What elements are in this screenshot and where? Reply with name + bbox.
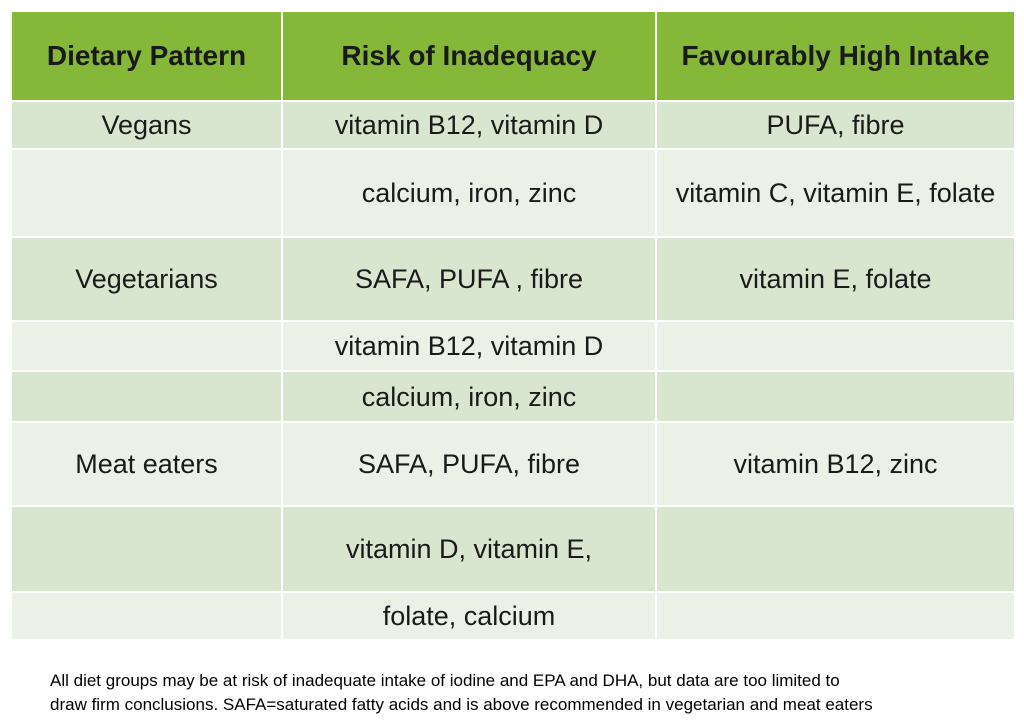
cell-risk: calcium, iron, zinc xyxy=(281,370,657,423)
table-row: Vegans vitamin B12, vitamin D PUFA, fibr… xyxy=(10,100,1016,150)
cell-risk: vitamin D, vitamin E, xyxy=(281,505,657,593)
header-risk-of-inadequacy: Risk of Inadequacy xyxy=(281,10,657,102)
cell-risk: vitamin B12, vitamin D xyxy=(281,100,657,150)
cell-dietary-pattern: Vegetarians xyxy=(10,236,283,322)
cell-risk: SAFA, PUFA, fibre xyxy=(281,421,657,507)
table-row: vitamin B12, vitamin D xyxy=(10,320,1016,372)
cell-high-intake: vitamin C, vitamin E, folate xyxy=(655,148,1016,238)
table-row: calcium, iron, zinc vitamin C, vitamin E… xyxy=(10,148,1016,238)
cell-risk: vitamin B12, vitamin D xyxy=(281,320,657,372)
cell-dietary-pattern: Vegans xyxy=(10,100,283,150)
cell-high-intake: PUFA, fibre xyxy=(655,100,1016,150)
footnote-line-1: All diet groups may be at risk of inadeq… xyxy=(50,671,840,690)
table-row: folate, calcium xyxy=(10,591,1016,641)
cell-high-intake: vitamin E, folate xyxy=(655,236,1016,322)
cell-dietary-pattern: Meat eaters xyxy=(10,421,283,507)
cell-dietary-pattern xyxy=(10,148,283,238)
nutrient-table: Dietary Pattern Risk of Inadequacy Favou… xyxy=(10,10,1016,641)
cell-high-intake: vitamin B12, zinc xyxy=(655,421,1016,507)
nutrient-table-container: Dietary Pattern Risk of Inadequacy Favou… xyxy=(10,10,1016,641)
table-row: calcium, iron, zinc xyxy=(10,370,1016,423)
cell-dietary-pattern xyxy=(10,370,283,423)
cell-risk: SAFA, PUFA , fibre xyxy=(281,236,657,322)
cell-high-intake xyxy=(655,591,1016,641)
cell-dietary-pattern xyxy=(10,591,283,641)
header-favourably-high-intake: Favourably High Intake xyxy=(655,10,1016,102)
footnote-line-2: draw firm conclusions. SAFA=saturated fa… xyxy=(50,695,873,714)
table-row: Meat eaters SAFA, PUFA, fibre vitamin B1… xyxy=(10,421,1016,507)
table-row: Vegetarians SAFA, PUFA , fibre vitamin E… xyxy=(10,236,1016,322)
header-dietary-pattern: Dietary Pattern xyxy=(10,10,283,102)
cell-dietary-pattern xyxy=(10,505,283,593)
cell-high-intake xyxy=(655,370,1016,423)
cell-risk: calcium, iron, zinc xyxy=(281,148,657,238)
table-header-row: Dietary Pattern Risk of Inadequacy Favou… xyxy=(10,10,1016,102)
footnote: All diet groups may be at risk of inadeq… xyxy=(50,669,1010,717)
cell-high-intake xyxy=(655,320,1016,372)
table-row: vitamin D, vitamin E, xyxy=(10,505,1016,593)
cell-high-intake xyxy=(655,505,1016,593)
cell-dietary-pattern xyxy=(10,320,283,372)
cell-risk: folate, calcium xyxy=(281,591,657,641)
